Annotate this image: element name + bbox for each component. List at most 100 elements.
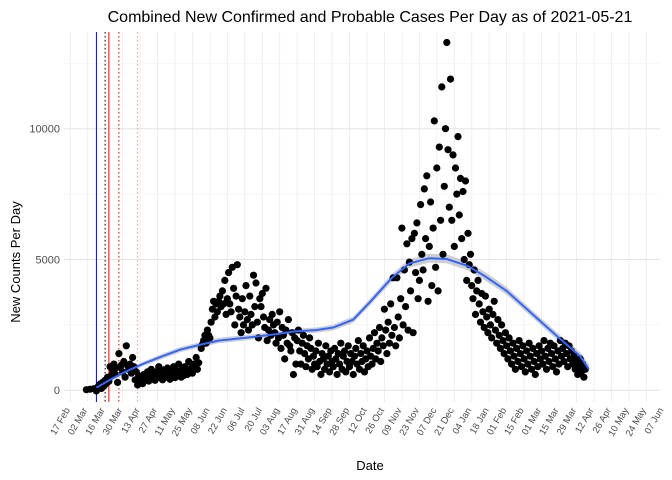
- data-point-275: [433, 164, 441, 172]
- data-point-360: [539, 360, 547, 368]
- data-point-251: [403, 240, 411, 248]
- data-point-354: [531, 370, 539, 379]
- data-point-128: [249, 271, 258, 279]
- data-point-170: [302, 363, 310, 371]
- data-point-258: [412, 269, 420, 277]
- data-point-147: [273, 318, 281, 326]
- data-point-212: [354, 337, 362, 345]
- data-point-303: [468, 282, 476, 290]
- data-point-223: [368, 360, 376, 368]
- data-point-324: [494, 316, 502, 324]
- y-tick-label-5000: 5000: [36, 254, 60, 266]
- data-point-359: [537, 347, 546, 355]
- data-point-121: [241, 308, 249, 316]
- data-point-361: [540, 337, 548, 345]
- data-point-329: [500, 350, 508, 358]
- data-point-156: [284, 316, 292, 324]
- data-point-316: [484, 329, 492, 337]
- data-point-317: [485, 305, 493, 313]
- data-point-321: [490, 297, 498, 305]
- data-point-280: [439, 250, 447, 258]
- data-point-214: [357, 350, 365, 358]
- data-point-114: [232, 292, 240, 300]
- data-point-85: [195, 359, 203, 367]
- data-point-247: [398, 224, 406, 232]
- data-point-269: [425, 242, 433, 250]
- data-point-193: [331, 344, 339, 352]
- data-point-266: [422, 235, 430, 243]
- data-points: [82, 38, 589, 395]
- data-point-198: [337, 339, 345, 347]
- data-point-276: [434, 287, 442, 295]
- data-point-118: [237, 329, 245, 337]
- data-point-270: [427, 198, 435, 206]
- data-point-335: [508, 360, 516, 368]
- data-point-320: [489, 310, 497, 318]
- data-point-136: [259, 313, 268, 321]
- data-point-233: [380, 305, 388, 313]
- data-point-348: [524, 360, 532, 368]
- data-point-138: [262, 284, 270, 292]
- data-point-217: [360, 368, 369, 376]
- data-point-326: [496, 344, 504, 352]
- data-point-304: [469, 295, 477, 303]
- data-point-298: [461, 177, 470, 185]
- data-point-393: [580, 373, 588, 381]
- data-point-322: [491, 326, 499, 334]
- data-point-126: [247, 310, 255, 318]
- data-point-343: [518, 363, 526, 371]
- data-point-362: [541, 352, 549, 360]
- data-point-309: [475, 300, 483, 308]
- data-point-235: [383, 350, 391, 358]
- data-point-93: [206, 334, 214, 342]
- data-point-347: [523, 347, 531, 355]
- data-point-242: [392, 342, 400, 350]
- data-point-315: [483, 313, 491, 321]
- data-point-367: [547, 350, 556, 358]
- data-point-129: [251, 303, 259, 311]
- data-point-124: [244, 326, 253, 334]
- data-point-244: [394, 313, 402, 321]
- data-point-221: [365, 334, 374, 342]
- data-point-134: [257, 303, 265, 311]
- data-point-150: [277, 344, 285, 352]
- data-point-104: [220, 300, 228, 308]
- data-point-209: [350, 352, 359, 360]
- data-point-248: [399, 321, 407, 329]
- data-point-281: [440, 182, 448, 190]
- data-point-327: [498, 321, 506, 329]
- data-point-341: [515, 337, 523, 345]
- data-point-293: [455, 211, 463, 219]
- data-point-349: [525, 339, 533, 347]
- data-point-117: [236, 313, 244, 321]
- data-point-265: [420, 185, 428, 193]
- data-point-268: [424, 297, 432, 305]
- data-point-313: [480, 323, 488, 332]
- data-point-180: [314, 339, 322, 347]
- x-axis-title: Date: [356, 458, 383, 473]
- data-point-257: [410, 229, 418, 237]
- data-point-139: [263, 337, 271, 345]
- data-point-306: [471, 310, 480, 318]
- data-point-105: [221, 276, 229, 284]
- data-point-284: [444, 146, 452, 154]
- data-point-135: [258, 289, 266, 298]
- y-axis: 0 5000 10000: [29, 124, 60, 397]
- data-point-259: [413, 219, 421, 227]
- data-point-346: [521, 368, 529, 376]
- data-point-363: [542, 365, 551, 373]
- data-point-273: [430, 117, 438, 125]
- data-point-219: [363, 347, 371, 355]
- data-point-125: [246, 292, 254, 300]
- data-point-260: [414, 295, 422, 303]
- data-point-369: [550, 342, 558, 350]
- data-point-271: [428, 282, 436, 290]
- data-point-195: [333, 370, 341, 379]
- data-point-227: [373, 339, 381, 347]
- data-point-228: [374, 347, 382, 355]
- data-point-256: [409, 329, 417, 337]
- data-point-153: [281, 355, 289, 363]
- data-point-99: [213, 308, 221, 316]
- data-point-202: [342, 368, 350, 376]
- data-point-264: [419, 266, 427, 274]
